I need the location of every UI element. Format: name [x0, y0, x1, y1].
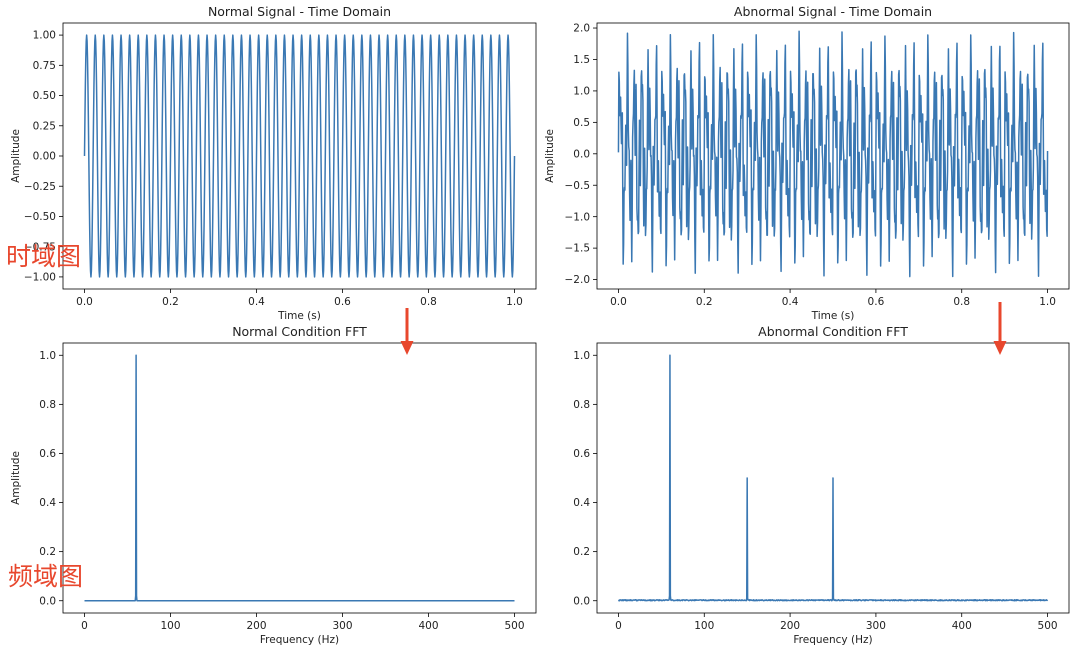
x-axis-label: Frequency (Hz)	[260, 634, 339, 646]
normal-fft-chart: Normal Condition FFT 0 100 200 300 400 500 1.0 0…	[10, 324, 537, 646]
y-axis-label: Amplitude	[10, 451, 22, 505]
frequency-domain-label: 频域图	[8, 562, 84, 591]
y-tick-label: 0.75	[33, 60, 56, 72]
y-tick-label: 0.0	[573, 148, 590, 160]
x-tick-label: 300	[866, 620, 886, 632]
y-axis-label: Amplitude	[544, 129, 556, 183]
x-tick-label: 0.0	[610, 296, 627, 308]
y-tick-label: 1.0	[573, 86, 590, 98]
x-axis-label: Time (s)	[277, 310, 321, 322]
y-tick-label: 0.2	[39, 546, 56, 558]
y-axis-label: Amplitude	[10, 129, 22, 183]
y-tick-label: −1.00	[24, 272, 56, 284]
y-tick-label: 0.0	[573, 595, 590, 607]
chart-title: Abnormal Condition FFT	[758, 324, 908, 339]
series-line-abnormal-spectrum	[617, 354, 1049, 602]
x-tick-label: 100	[694, 620, 714, 632]
x-tick-label: 0	[615, 620, 622, 632]
y-tick-label: 1.0	[573, 350, 590, 362]
x-tick-label: 0.2	[696, 296, 713, 308]
plot-frame	[596, 22, 1070, 290]
y-tick-label: −0.5	[565, 180, 591, 192]
x-tick-label: 0.0	[76, 296, 93, 308]
normal-time-chart: Normal Signal - Time Domain 0.0 0.2 0.4 0.6 0…	[10, 4, 537, 322]
y-tick-label: −2.0	[565, 274, 591, 286]
y-tick-label: 0.50	[33, 90, 56, 102]
x-tick-label: 0.4	[782, 296, 799, 308]
y-tick-label: 0.6	[573, 448, 590, 460]
y-tick-label: 0.4	[573, 497, 590, 509]
y-tick-label: 0.2	[573, 546, 590, 558]
y-tick-label: 0.4	[39, 497, 56, 509]
x-tick-label: 200	[246, 620, 266, 632]
x-tick-label: 1.0	[506, 296, 523, 308]
y-tick-label: 1.0	[39, 350, 56, 362]
y-tick-label: −0.25	[24, 181, 56, 193]
abnormal-time-chart: Abnormal Signal - Time Domain 0.0 0.2 0.4 0.…	[544, 4, 1070, 322]
y-tick-label: 1.5	[573, 54, 590, 66]
x-tick-label: 0	[81, 620, 88, 632]
y-tick-label: 2.0	[573, 23, 590, 35]
x-axis-label: Frequency (Hz)	[793, 634, 872, 646]
chart-title: Abnormal Signal - Time Domain	[734, 4, 932, 19]
y-tick-label: 1.00	[33, 30, 56, 42]
chart-title: Normal Signal - Time Domain	[208, 4, 391, 19]
x-tick-label: 0.6	[868, 296, 885, 308]
x-tick-label: 400	[418, 620, 438, 632]
y-tick-label: 0.00	[33, 151, 56, 163]
y-tick-label: 0.25	[33, 120, 56, 132]
series-line-normal-spectrum	[84, 354, 515, 602]
x-tick-label: 500	[504, 620, 524, 632]
x-tick-label: 400	[952, 620, 972, 632]
arrow-head	[400, 341, 414, 355]
y-tick-label: 0.8	[39, 399, 56, 411]
plot-frame	[62, 22, 537, 290]
x-tick-label: 0.8	[420, 296, 437, 308]
plot-frame	[62, 342, 537, 614]
arrow-head	[993, 341, 1007, 355]
y-tick-label: −1.0	[565, 211, 591, 223]
y-tick-label: −0.50	[24, 211, 56, 223]
y-tick-label: 0.8	[573, 399, 590, 411]
x-tick-label: 0.2	[162, 296, 179, 308]
y-tick-label: 0.5	[573, 117, 590, 129]
y-tick-label: 0.6	[39, 448, 56, 460]
x-axis-label: Time (s)	[811, 310, 855, 322]
x-tick-label: 300	[332, 620, 352, 632]
series-line-abnormal	[617, 30, 1049, 278]
y-tick-label: −1.5	[565, 243, 591, 255]
x-tick-label: 200	[780, 620, 800, 632]
y-tick-label: 0.0	[39, 595, 56, 607]
plot-frame	[596, 342, 1070, 614]
x-tick-label: 1.0	[1039, 296, 1056, 308]
time-domain-label: 时域图	[6, 242, 82, 271]
x-tick-label: 0.8	[953, 296, 970, 308]
abnormal-fft-chart: Abnormal Condition FFT 0 100 200 300 400 500 1.…	[573, 324, 1070, 646]
series-line-normal	[83, 34, 516, 278]
x-tick-label: 0.6	[334, 296, 351, 308]
y-tick-label: −0.75	[24, 241, 56, 253]
x-tick-label: 100	[160, 620, 180, 632]
x-tick-label: 0.4	[248, 296, 265, 308]
chart-title: Normal Condition FFT	[232, 324, 367, 339]
x-tick-label: 500	[1038, 620, 1058, 632]
arrow-annotations	[400, 302, 1007, 355]
